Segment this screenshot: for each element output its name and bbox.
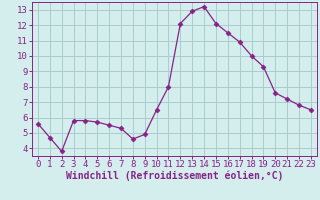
X-axis label: Windchill (Refroidissement éolien,°C): Windchill (Refroidissement éolien,°C) (66, 171, 283, 181)
